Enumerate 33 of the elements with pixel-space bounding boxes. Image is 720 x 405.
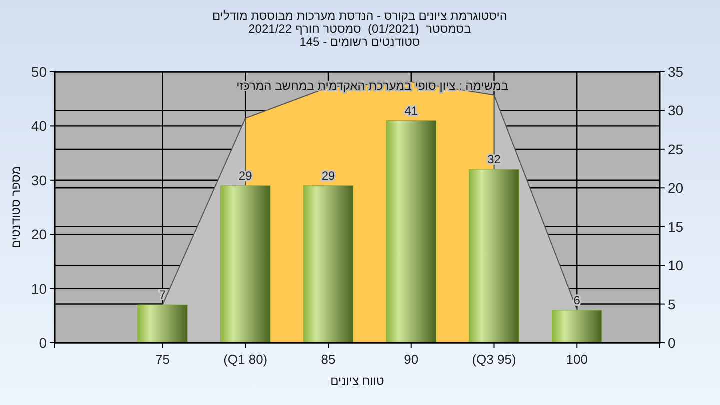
y-tick-label: 20 (31, 226, 48, 243)
bar (469, 169, 520, 344)
bar (220, 186, 271, 344)
x-tick-label: 75 (156, 352, 170, 367)
bar (552, 310, 602, 344)
y-tick-label: 30 (31, 172, 48, 188)
chart-subtitle: בסמסטר (01/2021) סמסטר חורף 2021/22 סטודנטים רשומים - 145 (248, 22, 472, 49)
bar (138, 304, 188, 344)
bar (386, 120, 436, 344)
y2-tick-label: 30 (668, 102, 684, 119)
x-tick-label: (Q1 80) (224, 352, 268, 367)
y-tick-label: 40 (31, 118, 48, 134)
y2-tick-label: 10 (668, 258, 684, 274)
y2-tick-label: 5 (668, 296, 676, 312)
x-axis-title: טווח ציונים (330, 374, 385, 388)
x-tick-label: 100 (566, 352, 588, 367)
bar (303, 186, 354, 344)
data-label: 29 (322, 168, 336, 183)
y-axis-title: מספר סטודנטים (9, 166, 23, 249)
y2-tick-label: 20 (668, 180, 684, 196)
x-tick-label: 85 (321, 352, 336, 367)
y2-tick-label: 25 (668, 141, 684, 158)
y-tick-label: 50 (31, 64, 48, 80)
y2-tick-label: 0 (668, 335, 676, 351)
chart-title: היסטוגרמת ציונים בקורס - הנדסת מערכות מבוססת מודלים (212, 9, 508, 23)
y-tick-label: 0 (39, 335, 48, 351)
x-tick-label: 90 (404, 352, 419, 367)
y-tick-label: 10 (31, 280, 48, 297)
y2-tick-label: 15 (668, 218, 684, 235)
y2-tick-label: 35 (668, 64, 684, 80)
data-label: 29 (238, 168, 253, 183)
x-tick-label: (Q3 95) (472, 352, 516, 367)
data-label: 41 (404, 104, 418, 118)
